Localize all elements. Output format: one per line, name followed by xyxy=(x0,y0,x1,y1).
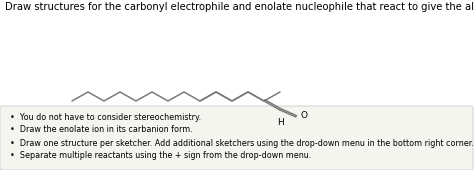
Text: •  Separate multiple reactants using the + sign from the drop-down menu.: • Separate multiple reactants using the … xyxy=(10,151,311,160)
Text: •  Draw the enolate ion in its carbanion form.: • Draw the enolate ion in its carbanion … xyxy=(10,125,193,134)
Text: •  Draw one structure per sketcher. Add additional sketchers using the drop-down: • Draw one structure per sketcher. Add a… xyxy=(10,139,474,148)
Text: O: O xyxy=(301,112,308,121)
FancyBboxPatch shape xyxy=(0,106,473,170)
Text: •  You do not have to consider stereochemistry.: • You do not have to consider stereochem… xyxy=(10,113,201,122)
Text: Draw structures for the carbonyl electrophile and enolate nucleophile that react: Draw structures for the carbonyl electro… xyxy=(5,2,474,12)
Text: H: H xyxy=(278,118,284,127)
